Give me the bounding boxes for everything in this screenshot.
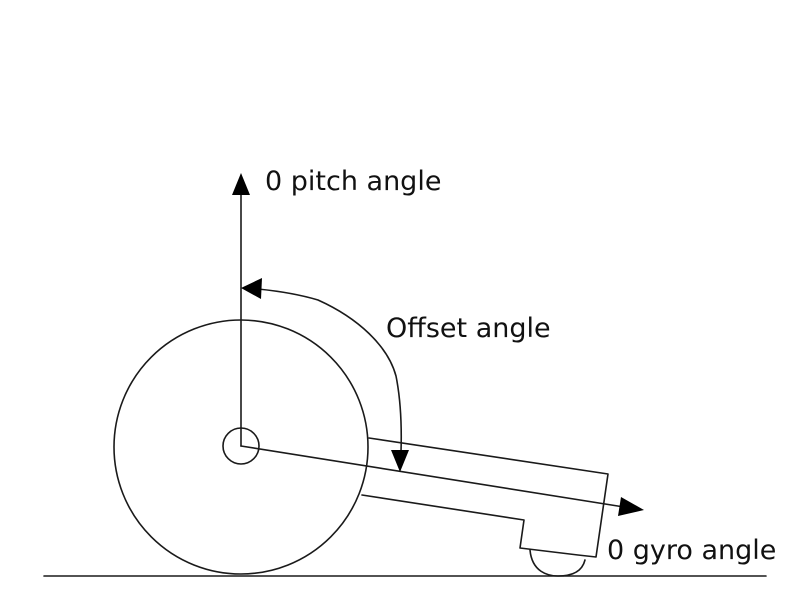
gyro-axis-arrowhead [618,497,644,516]
pitch-angle-label: 0 pitch angle [265,166,441,197]
caster-wheel [529,549,586,577]
gyro-axis-line [240,445,625,508]
offset-angle-arc [257,288,403,453]
robot-body [361,437,609,558]
pitch-axis-arrowhead [232,173,250,195]
offset-arc-end-arrowhead [391,450,409,472]
offset-arc-start-arrowhead [241,278,262,299]
offset-angle-label: Offset angle [386,313,551,344]
gyro-angle-label: 0 gyro angle [607,535,776,566]
